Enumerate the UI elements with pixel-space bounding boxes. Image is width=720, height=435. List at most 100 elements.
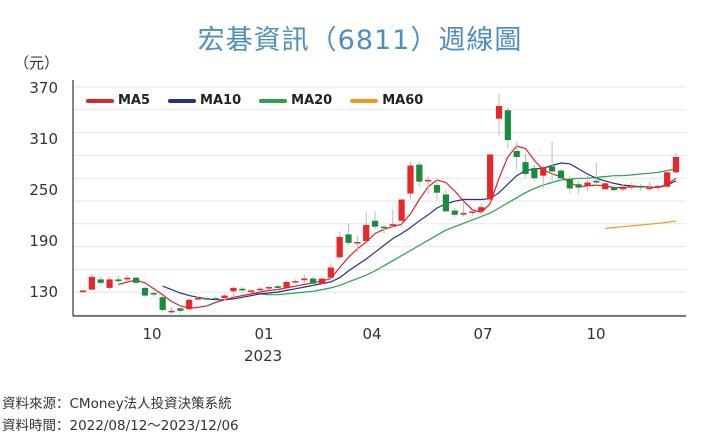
candle-body [363, 225, 370, 242]
candle-body [221, 295, 228, 299]
candle-body [79, 290, 87, 293]
candle-body [513, 151, 520, 157]
candle-body [168, 310, 175, 313]
legend-label-ma10: MA10 [200, 93, 242, 108]
candle-body [548, 166, 556, 172]
candle-body [133, 277, 140, 283]
candle-body [194, 298, 202, 300]
ma60-swatch-icon [350, 98, 379, 103]
candle-body [150, 293, 157, 295]
data-period-note: 資料時間：2022/08/12～2023/12/06 [2, 418, 239, 434]
candle-body [159, 297, 166, 310]
candle-body [655, 185, 662, 188]
ma60-line [605, 220, 677, 229]
candle-body [318, 278, 326, 284]
candle-body [354, 242, 361, 244]
candle-body [425, 179, 432, 182]
candle-body [239, 288, 246, 291]
candle-body [628, 185, 635, 188]
chart-title: 宏碁資訊（6811）週線圖 [197, 25, 523, 56]
x-tick-label: 04 [362, 325, 382, 343]
candle-body [451, 210, 458, 215]
x-tick-label: 10 [142, 325, 162, 343]
candle-body [230, 287, 237, 292]
candle-body [124, 277, 131, 280]
candle-body [301, 278, 308, 281]
candle-body [664, 172, 671, 187]
candle-body [522, 162, 529, 174]
candle-body [115, 279, 122, 282]
candle-body [256, 288, 264, 291]
y-tick-label: 130 [29, 283, 58, 301]
ma20-line [251, 168, 677, 296]
y-axis-unit-label: （元） [14, 54, 60, 72]
candle-body [672, 157, 680, 173]
legend-label-ma20: MA20 [291, 93, 333, 108]
candle-body [566, 179, 573, 189]
ma10-line [162, 162, 677, 301]
candle-body [336, 236, 343, 258]
candle-body [602, 183, 609, 190]
y-tick-label: 190 [29, 232, 58, 250]
x-axis-year-label: 2023 [244, 347, 283, 365]
candle-body [141, 287, 149, 296]
candle-body [327, 267, 334, 278]
candle-body [310, 278, 317, 284]
candle-body [371, 220, 379, 227]
chart-legend: MA5 MA10 MA20 MA60 [86, 93, 423, 108]
y-tick-label: 310 [29, 130, 58, 148]
candle-body [469, 211, 476, 213]
candle-body [88, 276, 95, 290]
data-source-note: 資料來源：CMoney法人投資決策系統 [2, 396, 232, 412]
candle-body [460, 213, 467, 215]
ma10-swatch-icon [168, 98, 197, 103]
candle-body [177, 308, 184, 311]
candle-body [212, 298, 219, 300]
candle-body [619, 186, 626, 190]
candle-body [478, 207, 485, 212]
candle-body [593, 180, 600, 183]
candle-body [265, 287, 272, 289]
y-tick-label: 250 [29, 181, 58, 199]
legend-label-ma5: MA5 [118, 93, 151, 108]
ma5-line [118, 145, 677, 309]
candle-body [248, 290, 255, 292]
candle-body [283, 281, 290, 288]
candle-body [487, 154, 494, 200]
candle-body [442, 194, 449, 212]
candle-body [407, 165, 414, 194]
legend-label-ma60: MA60 [382, 93, 424, 108]
candle-body [610, 187, 618, 191]
candle-body [203, 298, 211, 300]
x-tick-label: 10 [586, 325, 606, 343]
candle-body [292, 281, 299, 283]
candle-body [433, 185, 441, 193]
x-tick-label: 07 [473, 325, 493, 343]
candle-body [531, 168, 538, 179]
legend-item-ma10: MA10 [168, 93, 241, 108]
ma20-swatch-icon [259, 98, 288, 103]
candle-body [186, 299, 193, 310]
candle-body [389, 224, 396, 226]
candle-body [540, 167, 547, 176]
legend-item-ma20: MA20 [259, 93, 332, 108]
candle-body [97, 279, 104, 283]
candle-body [345, 234, 352, 243]
candle-body [646, 187, 653, 190]
x-tick-label: 01 [254, 325, 274, 343]
ma5-swatch-icon [86, 98, 114, 103]
candle-body [637, 185, 644, 188]
candle-body [575, 184, 582, 188]
candle-body [416, 164, 423, 182]
candle-body [557, 170, 565, 179]
candle-body [398, 199, 405, 221]
y-tick-label: 370 [29, 79, 58, 97]
candle-body [106, 279, 113, 288]
candle-body [584, 182, 591, 186]
legend-item-ma60: MA60 [350, 93, 423, 108]
candle-body [504, 110, 511, 140]
candle-body [380, 226, 388, 229]
candle-body [274, 286, 281, 288]
legend-item-ma5: MA5 [86, 93, 150, 108]
